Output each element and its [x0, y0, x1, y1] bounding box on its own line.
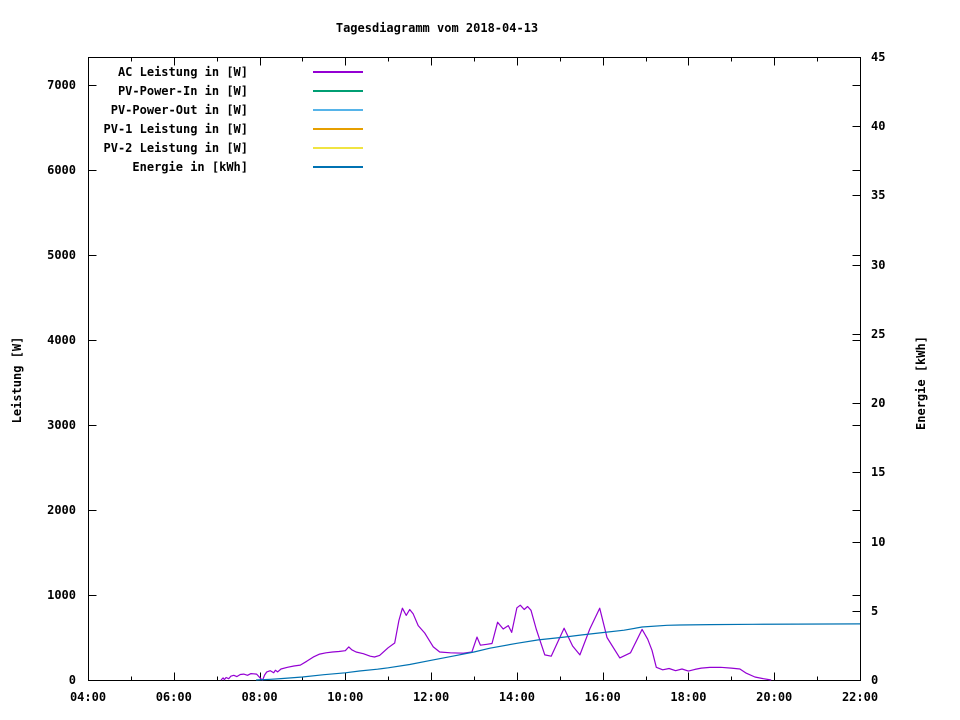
- series-line-ac-leistung-in-w: [220, 604, 772, 681]
- legend-label-energie-in-kwh: Energie in [kWh]: [132, 160, 248, 174]
- y-left-tick-label: 7000: [47, 78, 76, 93]
- legend-label-pv-2-leistung-in-w: PV-2 Leistung in [W]: [103, 141, 249, 155]
- legend-line-swatch-ac-leistung-in-w: [313, 71, 363, 73]
- x-tick-label: 22:00: [841, 690, 879, 704]
- x-tick-label: 20:00: [756, 690, 793, 704]
- legend-line-swatch-pv-1-leistung-in-w: [313, 128, 363, 130]
- x-tick-label: 14:00: [498, 690, 535, 704]
- y-left-tick-label: 1000: [47, 588, 76, 602]
- x-tick-label: 06:00: [155, 690, 192, 704]
- y-right-tick-label: 45: [871, 50, 886, 64]
- y-right-tick-label: 25: [871, 326, 886, 341]
- y-right-tick-label: 5: [871, 603, 879, 618]
- x-tick-label: 08:00: [241, 690, 278, 704]
- x-tick-label: 16:00: [584, 690, 621, 704]
- series-line-energie-in-kwh: [256, 623, 861, 681]
- y-left-tick-label: 6000: [47, 163, 76, 178]
- y-right-tick-label: 35: [871, 188, 886, 203]
- y-left-tick-label: 5000: [47, 248, 76, 263]
- x-tick-label: 04:00: [69, 690, 107, 704]
- legend-label-pv-power-in-in-w: PV-Power-In in [W]: [117, 84, 248, 98]
- y-left-tick-label: 4000: [47, 333, 76, 348]
- y-right-tick-label: 15: [871, 465, 886, 480]
- legend-line-swatch-pv-2-leistung-in-w: [313, 147, 363, 149]
- chart-title: Tagesdiagramm vom 2018-04-13: [335, 21, 539, 35]
- legend-line-swatch-energie-in-kwh: [313, 166, 363, 168]
- y-right-tick-label: 20: [871, 396, 886, 411]
- legend-line-swatch-pv-power-in-in-w: [313, 90, 363, 92]
- y-right-tick-label: 0: [871, 673, 879, 687]
- y-right-tick-label: 10: [871, 534, 886, 549]
- y-left-tick-label: 0: [68, 673, 76, 687]
- x-tick-label: 10:00: [327, 690, 364, 704]
- legend-label-pv-power-out-in-w: PV-Power-Out in [W]: [110, 103, 248, 117]
- legend-label-pv-1-leistung-in-w: PV-1 Leistung in [W]: [103, 122, 249, 136]
- x-tick-label: 12:00: [413, 690, 450, 704]
- x-tick-label: 18:00: [670, 690, 707, 704]
- y-right-tick-label: 30: [871, 257, 886, 272]
- y-right-tick-label: 40: [871, 119, 886, 134]
- y-left-tick-label: 2000: [47, 503, 76, 517]
- legend-line-swatch-pv-power-out-in-w: [313, 109, 363, 111]
- y-left-tick-label: 3000: [47, 418, 76, 433]
- legend-label-ac-leistung-in-w: AC Leistung in [W]: [117, 65, 248, 79]
